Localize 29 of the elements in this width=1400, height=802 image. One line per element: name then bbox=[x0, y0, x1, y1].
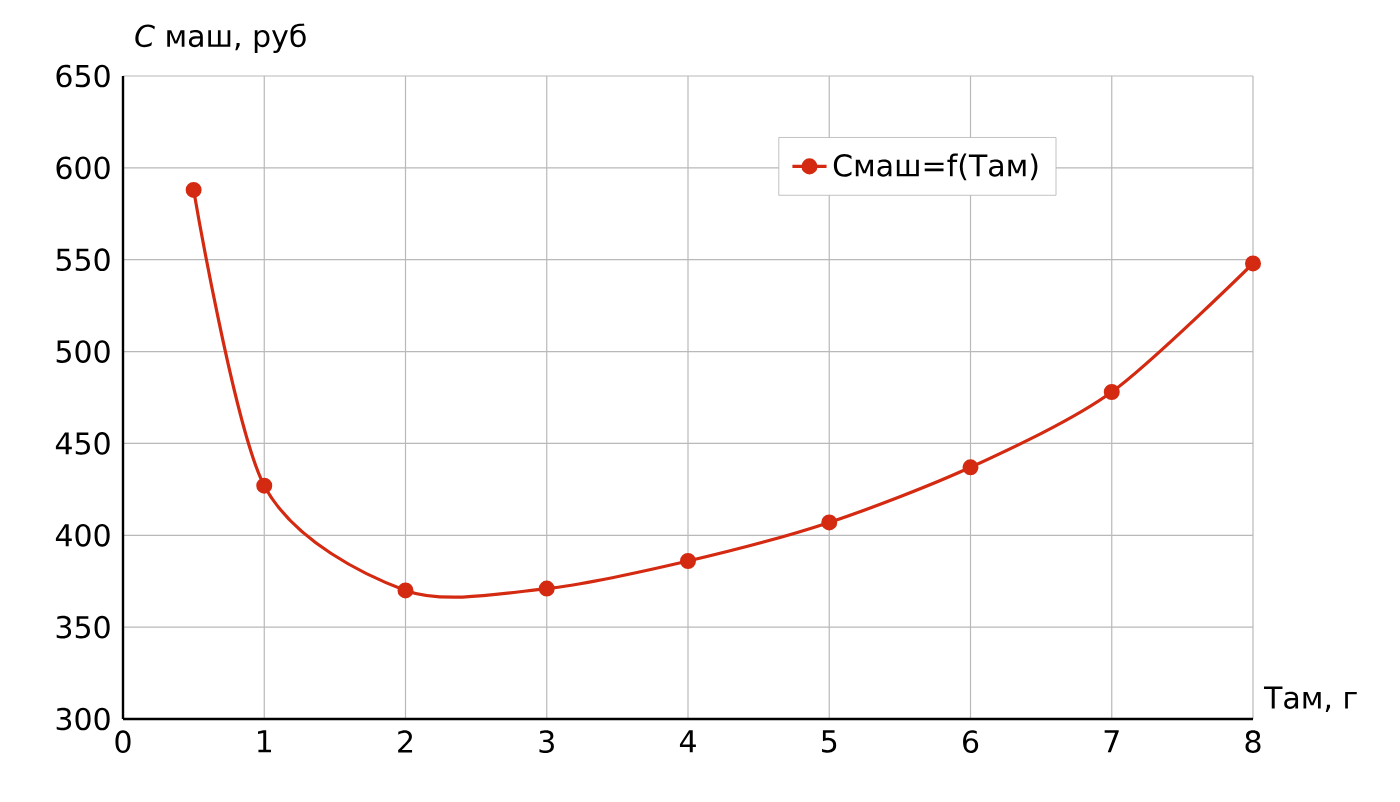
y-tick-label: 550 bbox=[56, 248, 110, 272]
x-tick-label: 5 bbox=[822, 730, 837, 753]
x-tick-label: 1 bbox=[258, 730, 272, 753]
y-tick-label: 600 bbox=[56, 156, 110, 180]
y-axis-title: C маш, руб bbox=[135, 23, 306, 53]
point bbox=[680, 553, 696, 569]
x-tick-label: 3 bbox=[539, 730, 554, 754]
x-tick-label: 8 bbox=[1245, 730, 1261, 754]
point bbox=[1103, 383, 1120, 400]
point bbox=[538, 580, 555, 597]
point bbox=[821, 514, 838, 531]
y-tick-label: 400 bbox=[55, 523, 110, 547]
legend-label: Cмаш=f(Tам) bbox=[833, 153, 1038, 181]
x-tick-label: 0 bbox=[115, 730, 131, 754]
x-tick-label: 6 bbox=[963, 730, 979, 754]
x-tick-label: 7 bbox=[1104, 730, 1119, 753]
point bbox=[962, 459, 979, 476]
point bbox=[185, 181, 202, 198]
x-tick-label: 2 bbox=[398, 730, 413, 753]
x-axis-title: Tам, г bbox=[1263, 686, 1357, 712]
point bbox=[397, 582, 414, 599]
y-tick-label: 500 bbox=[56, 340, 110, 363]
point bbox=[256, 477, 273, 494]
y-tick-label: 300 bbox=[56, 707, 110, 731]
y-tick-label: 350 bbox=[56, 615, 110, 639]
x-tick-label: 4 bbox=[679, 730, 696, 753]
y-tick-label: 450 bbox=[55, 432, 110, 455]
y-tick-label: 650 bbox=[56, 64, 110, 88]
point bbox=[1245, 255, 1262, 272]
